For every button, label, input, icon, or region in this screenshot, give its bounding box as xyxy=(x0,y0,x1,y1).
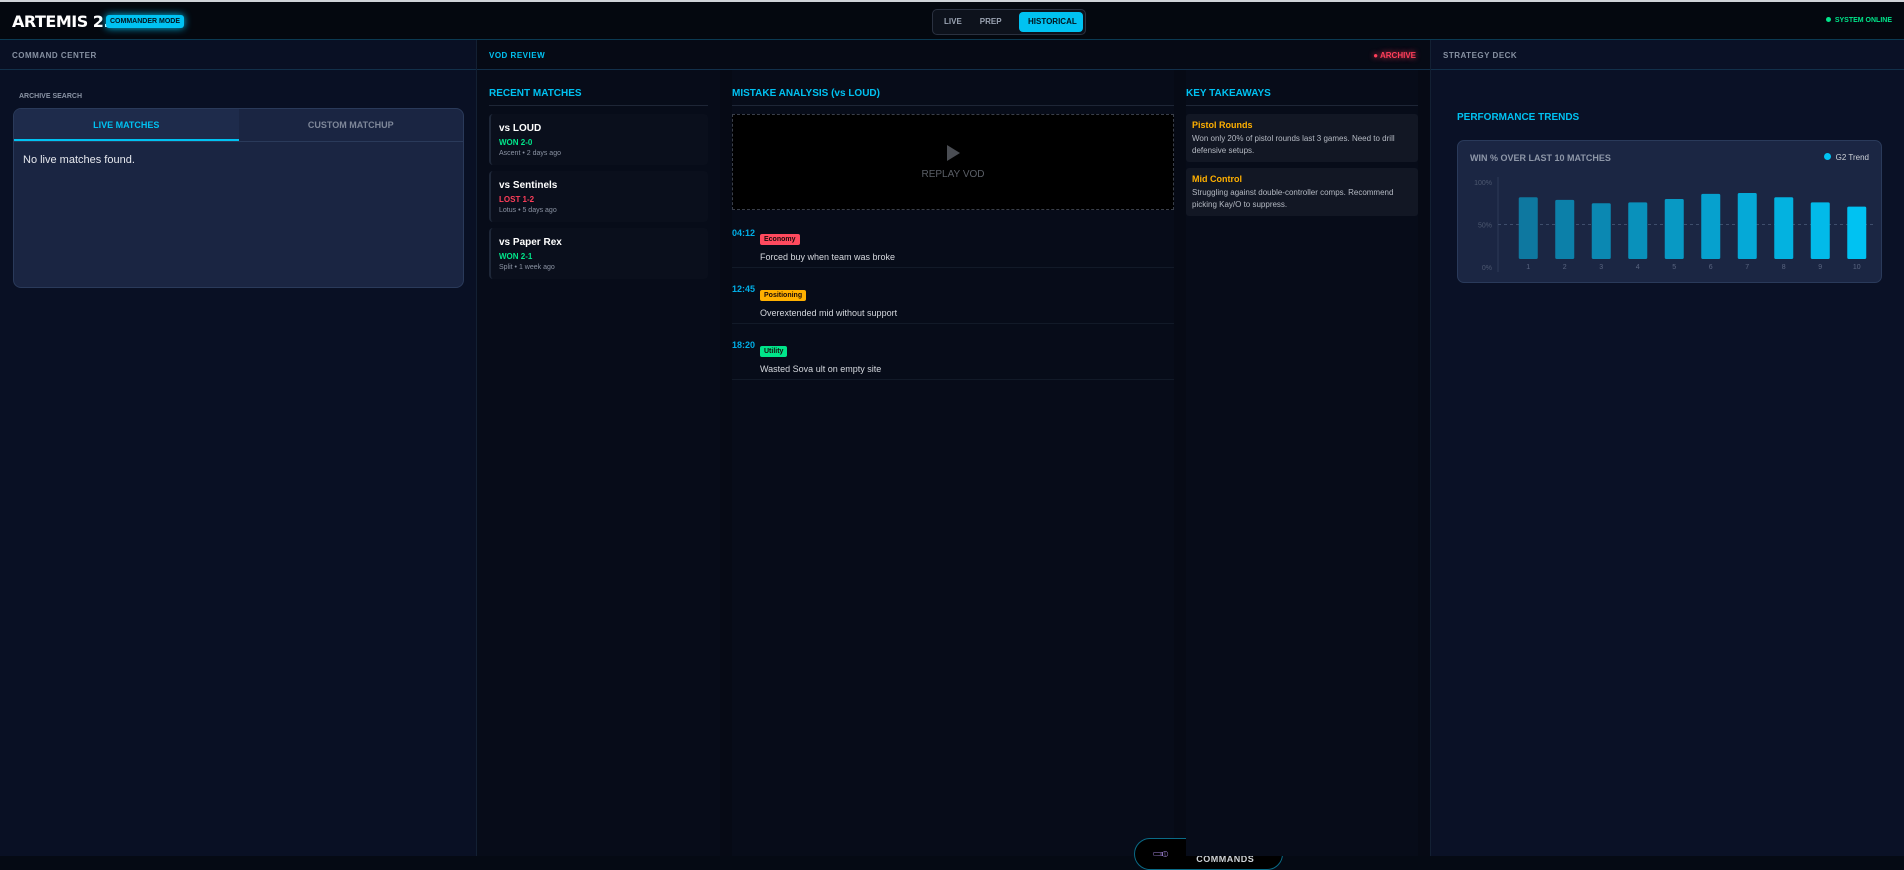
tab-custom-matchup[interactable]: CUSTOM MATCHUP xyxy=(307,120,394,130)
tab-historical[interactable]: HISTORICAL xyxy=(1019,12,1083,32)
takeaway-card: Mid Control Struggling against double-con… xyxy=(1186,168,1418,216)
play-icon[interactable] xyxy=(946,144,960,161)
key-takeaways: KEY TAKEAWAYS Pistol Rounds Won only 20% … xyxy=(1186,70,1418,856)
panel-title: COMMAND CENTER xyxy=(0,40,476,70)
section-title: PERFORMANCE TRENDS xyxy=(1457,112,1580,123)
bar xyxy=(1847,206,1867,259)
command-center-panel: COMMAND CENTER ARCHIVE SEARCH LIVE MATCH… xyxy=(0,40,477,856)
match-opponent: vs Sentinels xyxy=(499,180,558,191)
bar xyxy=(1518,197,1538,259)
bar xyxy=(1664,199,1684,259)
section-title: MISTAKE ANALYSIS (vs LOUD) xyxy=(732,70,1174,106)
match-item[interactable]: vs Paper Rex WON 2-1 Split • 1 week ago xyxy=(489,228,708,279)
bar xyxy=(1701,193,1721,259)
chart-plot: 100% 50% 0% 1 2 3 4 5 6 7 8 9 10 xyxy=(1474,177,1873,272)
mistake-desc: Overextended mid without support xyxy=(760,308,898,318)
mistake-item[interactable]: 18:20 Utility Wasted Sova ult on empty sit… xyxy=(732,334,1174,380)
bar xyxy=(1591,203,1611,259)
section-title: RECENT MATCHES xyxy=(489,70,708,106)
match-result: WON 2-0 xyxy=(499,138,533,147)
bar xyxy=(1737,193,1757,259)
tab-prep[interactable]: PREP xyxy=(979,17,1002,26)
archive-badge: ● ARCHIVE xyxy=(1373,51,1416,60)
performance-chart: WIN % OVER LAST 10 MATCHES G2 Trend 100%… xyxy=(1457,140,1882,283)
mode-tabs: LIVE PREP HISTORICAL xyxy=(932,9,1086,35)
bar xyxy=(1774,197,1794,259)
mistake-tag: Positioning xyxy=(760,290,807,301)
empty-state: No live matches found. xyxy=(23,154,135,166)
match-meta: Ascent • 2 days ago xyxy=(499,150,561,157)
y-tick-label: 50% xyxy=(1478,223,1492,230)
mistake-time[interactable]: 04:12 xyxy=(732,228,756,238)
match-meta: Lotus • 5 days ago xyxy=(499,207,557,214)
y-tick-label: 0% xyxy=(1482,265,1492,272)
mistake-time[interactable]: 18:20 xyxy=(732,340,756,350)
vod-player[interactable]: REPLAY VOD xyxy=(732,114,1174,210)
x-tick-label: 2 xyxy=(1563,264,1567,271)
app-title: ARTEMIS 2.0 xyxy=(12,12,120,31)
bar xyxy=(1628,202,1648,259)
panel-title: VOD REVIEW xyxy=(477,40,1430,70)
mistake-desc: Forced buy when team was broke xyxy=(760,252,896,262)
tab-live-matches[interactable]: LIVE MATCHES xyxy=(14,109,239,141)
match-meta: Split • 1 week ago xyxy=(499,264,555,271)
match-item[interactable]: vs Sentinels LOST 1-2 Lotus • 5 days ago xyxy=(489,171,708,222)
mistake-tag: Economy xyxy=(760,234,800,245)
replay-label: REPLAY VOD xyxy=(921,168,985,180)
match-result: LOST 1-2 xyxy=(499,195,535,204)
system-status: SYSTEM ONLINE xyxy=(1825,17,1892,24)
section-title: KEY TAKEAWAYS xyxy=(1186,70,1418,106)
microphone-icon: 🎤︎ xyxy=(1150,843,1171,865)
x-tick-label: 8 xyxy=(1782,264,1786,271)
mistake-item[interactable]: 12:45 Positioning Overextended mid without… xyxy=(732,278,1174,324)
legend-dot-icon xyxy=(1823,153,1831,160)
mode-badge: COMMANDER MODE xyxy=(106,15,184,28)
takeaway-card: Pistol Rounds Won only 20% of pistol roun… xyxy=(1186,114,1418,162)
x-tick-label: 4 xyxy=(1636,264,1640,271)
x-tick-label: 7 xyxy=(1745,264,1749,271)
x-tick-label: 3 xyxy=(1599,264,1603,271)
vod-review-panel: VOD REVIEW ● ARCHIVE RECENT MATCHES vs L… xyxy=(477,40,1431,870)
x-tick-label: 10 xyxy=(1853,264,1861,271)
bar xyxy=(1810,202,1830,259)
chart-legend: G2 Trend xyxy=(1823,153,1869,162)
match-opponent: vs LOUD xyxy=(499,123,542,134)
x-tick-label: 5 xyxy=(1672,264,1676,271)
recent-matches: RECENT MATCHES vs LOUD WON 2-0 Ascent • 2 … xyxy=(477,70,720,856)
takeaway-title: Mid Control xyxy=(1192,174,1242,184)
x-tick-label: 6 xyxy=(1709,264,1713,271)
status-dot-icon xyxy=(1825,17,1831,22)
match-item[interactable]: vs LOUD WON 2-0 Ascent • 2 days ago xyxy=(489,114,708,165)
archive-search-label: ARCHIVE SEARCH xyxy=(19,93,83,100)
panel-title: STRATEGY DECK xyxy=(1431,40,1904,70)
match-result: WON 2-1 xyxy=(499,252,533,261)
mistake-desc: Wasted Sova ult on empty site xyxy=(760,364,882,374)
x-tick-label: 1 xyxy=(1526,264,1530,271)
takeaway-text: Won only 20% of pistol rounds last 3 gam… xyxy=(1192,134,1395,155)
x-tick-label: 9 xyxy=(1818,264,1822,271)
mistake-time[interactable]: 12:45 xyxy=(732,284,756,294)
strategy-deck-panel: STRATEGY DECK PERFORMANCE TRENDS WIN % O… xyxy=(1431,40,1904,856)
mistake-tag: Utility xyxy=(760,346,788,357)
top-bar: ARTEMIS 2.0 COMMANDER MODE LIVE PREP HIS… xyxy=(0,0,1904,40)
matches-card: LIVE MATCHES CUSTOM MATCHUP No live matc… xyxy=(13,108,464,288)
bar xyxy=(1555,199,1575,259)
tab-live[interactable]: LIVE xyxy=(944,17,962,26)
chart-title: WIN % OVER LAST 10 MATCHES xyxy=(1470,153,1611,163)
mistake-item[interactable]: 04:12 Economy Forced buy when team was bro… xyxy=(732,222,1174,268)
takeaway-text: Struggling against double-controller com… xyxy=(1192,188,1394,209)
match-opponent: vs Paper Rex xyxy=(499,237,562,248)
mistake-analysis: MISTAKE ANALYSIS (vs LOUD) REPLAY VOD 04… xyxy=(732,70,1283,870)
y-tick-label: 100% xyxy=(1474,180,1492,187)
takeaway-title: Pistol Rounds xyxy=(1192,120,1253,130)
